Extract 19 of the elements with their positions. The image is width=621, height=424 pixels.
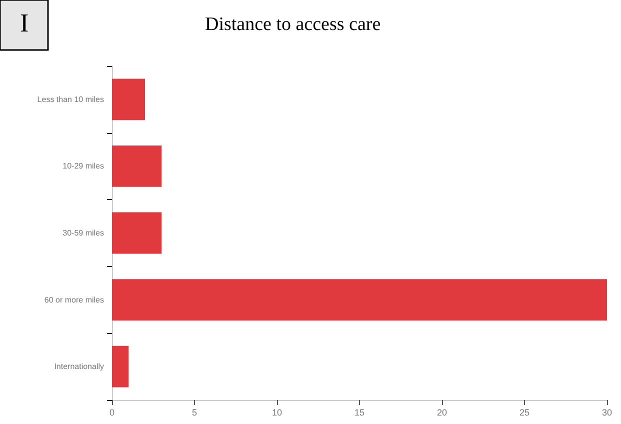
bar [112, 279, 607, 321]
x-tick-label: 20 [436, 408, 448, 418]
x-tick-label: 0 [109, 408, 115, 418]
x-tick-label: 25 [519, 408, 530, 418]
y-tick-label: Less than 10 miles [37, 94, 104, 104]
bar [112, 346, 128, 388]
bar [112, 212, 162, 254]
bar [112, 145, 162, 187]
x-tick-label: 15 [354, 408, 365, 418]
y-tick-label: 30-59 miles [62, 228, 104, 238]
y-tick-label: 10-29 miles [62, 162, 104, 171]
chart-title: Distance to access care [205, 14, 381, 35]
x-tick-label: 10 [272, 408, 282, 418]
x-tick-label: 5 [192, 408, 198, 418]
text: I [20, 8, 29, 38]
y-tick-label: Internationally [54, 362, 104, 372]
x-tick-label: 30 [602, 408, 612, 418]
bar [112, 78, 145, 120]
y-tick-label: 60 or more miles [44, 295, 104, 304]
